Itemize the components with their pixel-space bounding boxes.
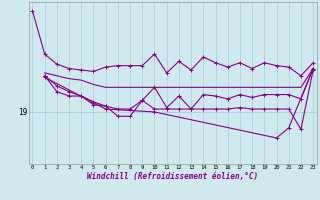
X-axis label: Windchill (Refroidissement éolien,°C): Windchill (Refroidissement éolien,°C) — [87, 172, 258, 181]
